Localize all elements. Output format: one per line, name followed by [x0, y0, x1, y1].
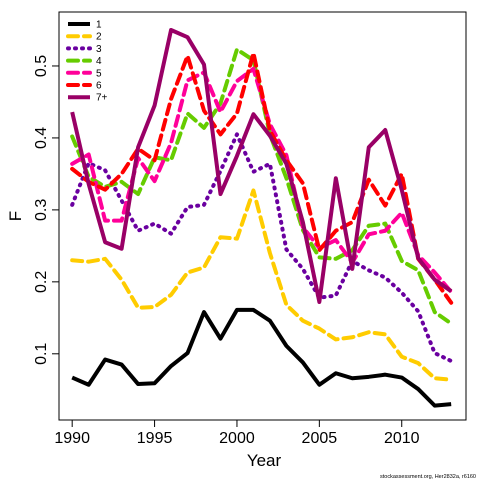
y-axis-label: F	[6, 211, 25, 221]
x-axis-label: Year	[247, 451, 282, 470]
series-line-7plus	[70, 27, 453, 304]
series-line-1	[71, 307, 452, 408]
y-tick-label: 0.3	[33, 199, 50, 221]
x-tick-label: 1995	[137, 430, 173, 447]
legend-label: 2	[96, 32, 102, 43]
series-line-2	[70, 188, 454, 382]
x-tick-label: 1990	[54, 430, 90, 447]
legend-label: 4	[96, 56, 102, 67]
legend-label: 7+	[96, 93, 108, 104]
legend-label: 3	[96, 44, 102, 55]
y-tick-label: 0.2	[33, 271, 50, 293]
plot-frame	[58, 11, 467, 421]
y-tick-label: 0.5	[33, 55, 50, 77]
legend-label: 5	[96, 68, 102, 79]
y-tick-label: 0.4	[33, 127, 50, 149]
x-tick-label: 2000	[219, 430, 255, 447]
x-axis: 1990 1995 2000 2005 2010	[54, 420, 420, 447]
series-line-6	[70, 51, 454, 305]
y-axis: 0.1 0.2 0.3 0.4 0.5	[33, 55, 59, 365]
series-line-5	[70, 66, 454, 294]
x-tick-label: 2005	[302, 430, 338, 447]
credit-text: stockassessment.org, Her2832a, r6160	[380, 474, 476, 480]
x-tick-label: 2010	[384, 430, 420, 447]
legend-label: 6	[96, 81, 102, 92]
series-lines	[70, 27, 454, 408]
series-line-3	[70, 132, 454, 363]
legend-label: 1	[96, 20, 102, 31]
y-tick-label: 0.1	[33, 343, 50, 365]
